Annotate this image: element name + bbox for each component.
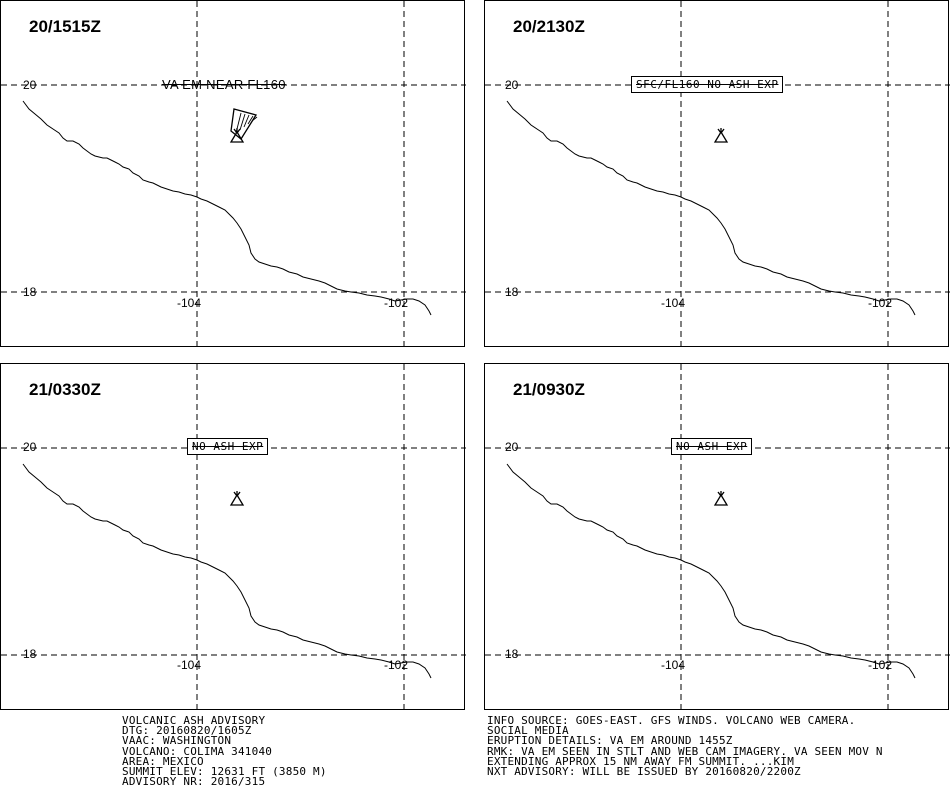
panel-time-label: 21/0930Z [513,380,585,399]
advisory-line: VOLCANIC ASH ADVISORY [122,714,266,727]
map-panel-4: 21/0930Z 20 18 -104 -102 NO ASH EXP [484,363,950,711]
lat-label-20: 20 [505,78,519,92]
lat-label-20: 20 [23,78,37,92]
ash-cloud-polygon [230,108,258,140]
lon-label-102: -102 [384,658,409,672]
volcano-triangle-icon [713,491,729,506]
advisory-line: EXTENDING APPROX 15 NM AWAY FM SUMMIT. .… [487,754,795,768]
coastline [506,100,916,316]
advisory-line: INFO SOURCE: GOES-EAST. GFS WINDS. VOLCA… [487,714,856,727]
lon-label-104: -104 [177,658,202,672]
lon-label-104: -104 [661,658,686,672]
forecast-label-box: NO ASH EXP [187,438,269,455]
lat-label-18: 18 [23,285,37,299]
volcano-triangle-icon [229,491,245,506]
advisory-line: VAAC: WASHINGTON [122,734,232,748]
advisory-line: RMK: VA EM SEEN IN STLT AND WEB CAM IMAG… [487,744,883,758]
lon-label-104: -104 [661,296,686,310]
coastline [506,463,916,679]
advisory-line: ADVISORY NR: 2016/315 [122,775,266,789]
advisory-line: SUMMIT ELEV: 12631 FT (3850 M) [122,765,327,779]
lat-label-18: 18 [505,647,519,661]
graticule [1,1,466,348]
lat-label-20: 20 [23,440,37,454]
map-panel-2: 20/2130Z 20 18 -104 -102 SFC/FL160 NO AS… [484,0,950,348]
lat-label-18: 18 [505,285,519,299]
lat-label-20: 20 [505,440,519,454]
lon-label-102: -102 [868,658,893,672]
forecast-label-box: SFC/FL160 NO ASH EXP [631,76,784,93]
map-panel-3: 21/0330Z 20 18 -104 -102 NO ASH EXP [0,363,466,711]
panel-time-label: 21/0330Z [29,380,101,399]
map-canvas-1 [1,1,466,348]
map-panel-1: 20/1515Z 20 18 -104 -102 VA EM NEAR FL16… [0,0,466,348]
advisory-line: SOCIAL MEDIA [487,724,569,738]
lon-label-104: -104 [177,296,202,310]
coastline [22,100,432,316]
advisory-line: DTG: 20160820/1605Z [122,724,252,738]
panel-time-label: 20/2130Z [513,17,585,36]
panel-time-label: 20/1515Z [29,17,101,36]
forecast-label-box: NO ASH EXP [671,438,753,455]
advisory-details-block: INFO SOURCE: GOES-EAST. GFS WINDS. VOLCA… [487,714,883,779]
advisory-line: AREA: MEXICO [122,754,204,768]
coastline [22,463,432,679]
lon-label-102: -102 [384,296,409,310]
advisory-header-block: VOLCANIC ASH ADVISORY DTG: 20160820/1605… [122,714,327,789]
advisory-line: ERUPTION DETAILS: VA EM AROUND 1455Z [487,734,733,748]
volcano-triangle-icon [713,128,729,143]
forecast-label: VA EM NEAR FL160 [162,77,286,92]
lat-label-18: 18 [23,647,37,661]
advisory-line: VOLCANO: COLIMA 341040 [122,744,273,758]
advisory-line: NXT ADVISORY: WILL BE ISSUED BY 20160820… [487,765,801,779]
lon-label-102: -102 [868,296,893,310]
